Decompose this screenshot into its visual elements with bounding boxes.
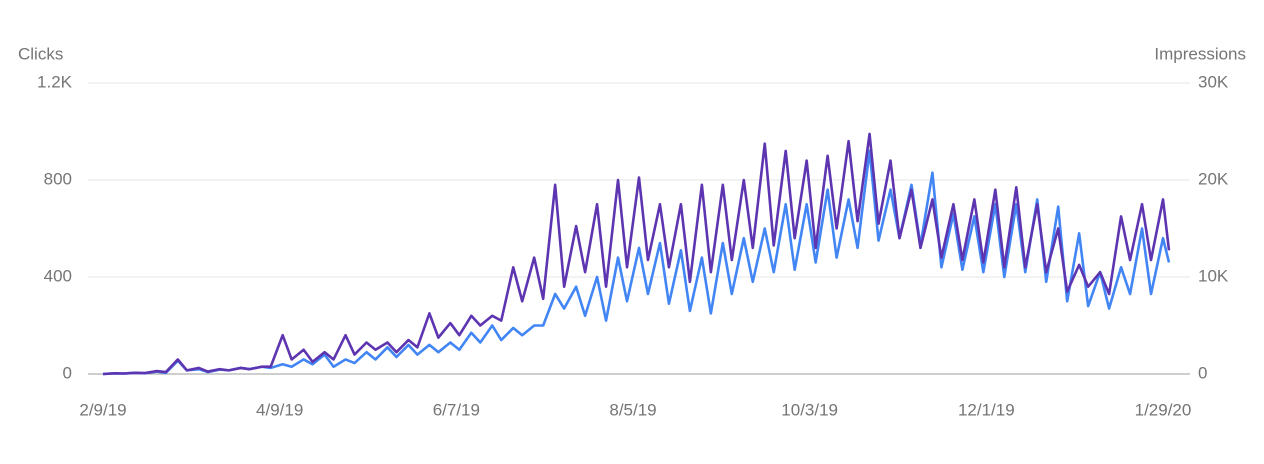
y2-tick-label: 20K	[1198, 169, 1229, 188]
x-tick-label: 6/7/19	[433, 400, 480, 419]
x-tick-label: 4/9/19	[256, 400, 303, 419]
y-tick-label: 0	[63, 363, 72, 382]
x-tick-label: 12/1/19	[958, 400, 1015, 419]
y-axis-title: Clicks	[18, 44, 63, 63]
x-tick-label: 2/9/19	[79, 400, 126, 419]
y-tick-label: 1.2K	[37, 72, 73, 91]
y2-tick-label: 10K	[1198, 266, 1229, 285]
x-tick-label: 10/3/19	[781, 400, 838, 419]
y-tick-label: 800	[44, 169, 72, 188]
y2-tick-label: 0	[1198, 363, 1207, 382]
series-line	[102, 149, 1171, 376]
x-tick-label: 1/29/20	[1135, 400, 1192, 419]
y2-tick-label: 30K	[1198, 72, 1229, 91]
y2-axis-title: Impressions	[1154, 44, 1246, 63]
x-tick-label: 8/5/19	[609, 400, 656, 419]
y-tick-label: 400	[44, 266, 72, 285]
series-line	[102, 132, 1171, 376]
